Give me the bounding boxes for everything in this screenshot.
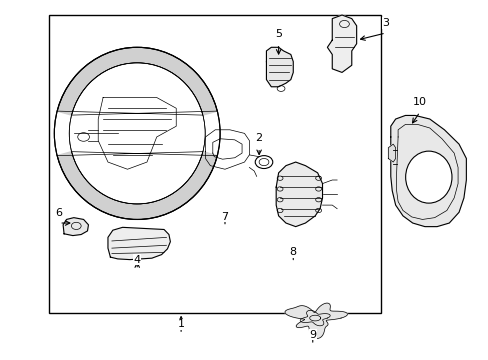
Text: 3: 3 [382,18,388,28]
Polygon shape [108,227,170,260]
Text: 6: 6 [56,208,62,218]
Polygon shape [63,218,88,235]
Polygon shape [276,162,322,226]
Polygon shape [387,144,395,162]
Polygon shape [285,303,347,338]
Text: 10: 10 [412,97,426,107]
Polygon shape [327,15,356,72]
Polygon shape [390,116,466,226]
Bar [49,15,380,313]
Polygon shape [266,47,293,87]
Text: 7: 7 [221,212,228,222]
Text: 8: 8 [289,247,296,257]
Text: 5: 5 [275,29,282,39]
Text: 9: 9 [308,330,316,340]
Polygon shape [57,47,217,115]
Text: 2: 2 [255,133,262,143]
Circle shape [255,156,272,168]
Text: 4: 4 [133,255,141,265]
Ellipse shape [405,151,451,203]
Polygon shape [57,152,217,220]
Text: 1: 1 [177,319,184,329]
Circle shape [259,158,268,166]
